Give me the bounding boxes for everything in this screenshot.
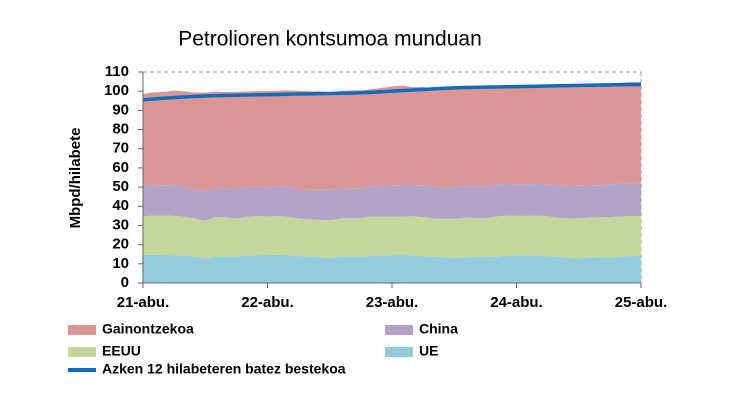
y-tick-label: 10 <box>112 255 129 272</box>
x-tick-label: 23-abu. <box>366 294 419 311</box>
chart-title: Petrolioren kontsumoa munduan <box>178 28 482 51</box>
legend-swatch <box>68 325 96 335</box>
x-tick-label: 25-abu. <box>615 294 668 311</box>
legend-label: Gainontzekoa <box>102 321 194 337</box>
area <box>143 215 641 259</box>
y-tick-label: 40 <box>112 197 129 214</box>
y-tick-label: 80 <box>112 121 129 138</box>
y-tick-label: 90 <box>112 101 129 118</box>
y-tick-label: 60 <box>112 159 129 176</box>
line <box>142 82 642 102</box>
y-tick-label: 70 <box>112 140 129 157</box>
legend-label: China <box>419 321 458 337</box>
y-tick-label: 50 <box>112 178 129 195</box>
y-tick-label: 110 <box>105 63 129 80</box>
x-tick-label: 21-abu. <box>117 294 170 311</box>
area <box>143 81 641 192</box>
y-tick-label: 0 <box>121 274 129 291</box>
x-tick-label: 22-abu. <box>241 294 294 311</box>
legend-label: Azken 12 hilabeteren batez bestekoa <box>102 361 346 377</box>
legend-label: EEUU <box>102 343 141 359</box>
y-tick-label: 100 <box>104 82 129 99</box>
legend-label: UE <box>419 343 438 359</box>
y-tick-label: 30 <box>112 216 129 233</box>
area <box>143 254 641 283</box>
legend-swatch <box>385 325 413 335</box>
area <box>143 183 641 221</box>
y-axis-label: Mbpd/hilabete <box>67 128 84 229</box>
legend-swatch <box>385 347 413 357</box>
y-tick-label: 20 <box>112 236 129 253</box>
x-tick-label: 24-abu. <box>490 294 543 311</box>
legend-swatch <box>68 347 96 357</box>
